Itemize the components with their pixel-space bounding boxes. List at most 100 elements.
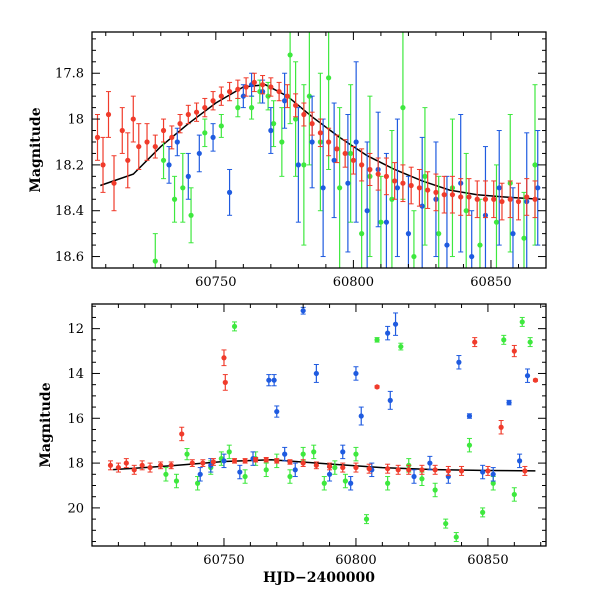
- top-panel: 60750 60800 60850 17.8 18 18.2 18.4 18.6 Magnit…: [28, 31, 547, 290]
- top-panel-ticks: 60750 60800 60850 17.8 18 18.2 18.4 18.6: [55, 32, 547, 290]
- data-point: [411, 253, 417, 260]
- data-point: [458, 468, 465, 474]
- data-point: [466, 442, 473, 448]
- data-point: [400, 180, 406, 186]
- data-point: [456, 359, 462, 365]
- y-tick-label: 18.2: [55, 158, 84, 173]
- data-point: [152, 258, 158, 264]
- data-point: [463, 208, 469, 214]
- data-point: [443, 520, 449, 527]
- data-point: [532, 196, 538, 202]
- data-point: [240, 93, 246, 99]
- top-panel-y-axis-label: Magnitude: [28, 107, 44, 192]
- top-panel-frame: [91, 31, 547, 269]
- data-point: [364, 208, 370, 214]
- data-point: [375, 171, 381, 177]
- data-point: [282, 451, 288, 457]
- data-point: [177, 121, 183, 127]
- data-point: [374, 384, 380, 390]
- data-point: [353, 451, 359, 457]
- data-point: [383, 173, 390, 179]
- data-point: [185, 173, 191, 179]
- y-tick-label: 18: [67, 457, 84, 472]
- data-point: [326, 139, 332, 145]
- y-tick-label: 16: [67, 412, 84, 427]
- data-point: [313, 462, 319, 468]
- y-tick-label: 18.6: [55, 250, 84, 265]
- data-point: [507, 196, 513, 202]
- data-point: [184, 451, 190, 457]
- data-point: [309, 139, 315, 145]
- bottom-panel-y-axis-label: Magnitude: [38, 382, 54, 467]
- data-point: [493, 219, 500, 225]
- data-point: [306, 93, 312, 99]
- data-point: [394, 185, 401, 191]
- data-point: [389, 196, 395, 202]
- data-point: [193, 109, 200, 115]
- data-point: [111, 180, 117, 186]
- data-point: [419, 467, 425, 473]
- data-point: [466, 194, 472, 200]
- data-point: [221, 355, 227, 361]
- data-point: [144, 139, 150, 145]
- data-point: [474, 196, 480, 202]
- data-point: [309, 121, 315, 127]
- data-point: [301, 111, 307, 118]
- data-point: [136, 143, 142, 150]
- data-point: [532, 377, 539, 383]
- data-point: [248, 105, 255, 111]
- y-tick-label: 14: [67, 367, 84, 382]
- data-point: [311, 449, 317, 455]
- data-point: [353, 139, 359, 145]
- data-point: [202, 130, 208, 136]
- data-point: [416, 185, 423, 191]
- data-point: [158, 462, 164, 468]
- data-point: [226, 88, 233, 95]
- data-point: [263, 457, 269, 463]
- data-point: [115, 464, 121, 471]
- data-point: [480, 509, 486, 515]
- data-point: [300, 460, 306, 466]
- data-point: [235, 105, 241, 111]
- data-point: [363, 516, 370, 522]
- data-point: [535, 185, 541, 191]
- data-point: [433, 189, 439, 195]
- data-point: [432, 467, 438, 473]
- bottom-panel-plot-area: [107, 306, 539, 543]
- y-tick-label: 20: [67, 501, 84, 516]
- data-point: [196, 150, 202, 157]
- data-point: [326, 471, 333, 477]
- data-point: [317, 130, 323, 136]
- data-point: [168, 462, 174, 468]
- data-point: [259, 82, 266, 88]
- data-point: [131, 467, 137, 473]
- data-point: [444, 242, 450, 248]
- data-point: [321, 480, 327, 486]
- data-point: [491, 196, 497, 202]
- data-point: [125, 157, 131, 163]
- data-point: [197, 471, 203, 477]
- data-point: [282, 98, 288, 104]
- data-point: [226, 449, 232, 455]
- data-point: [511, 348, 517, 354]
- data-point: [163, 471, 169, 477]
- data-point: [515, 198, 522, 205]
- data-point: [405, 231, 412, 237]
- data-point: [340, 464, 346, 471]
- data-point: [179, 431, 185, 437]
- data-point: [524, 373, 531, 379]
- data-point: [222, 379, 228, 386]
- x-tick-label: 60850: [467, 553, 508, 568]
- data-point: [392, 321, 399, 327]
- data-point: [242, 473, 248, 480]
- data-point: [174, 139, 180, 145]
- data-point: [263, 467, 269, 473]
- data-point: [123, 460, 129, 466]
- data-point: [469, 253, 475, 260]
- data-point: [387, 397, 393, 403]
- data-point: [147, 464, 153, 471]
- data-point: [268, 127, 274, 134]
- x-tick-label: 60750: [195, 275, 236, 290]
- data-point: [511, 491, 517, 498]
- data-point: [422, 173, 428, 179]
